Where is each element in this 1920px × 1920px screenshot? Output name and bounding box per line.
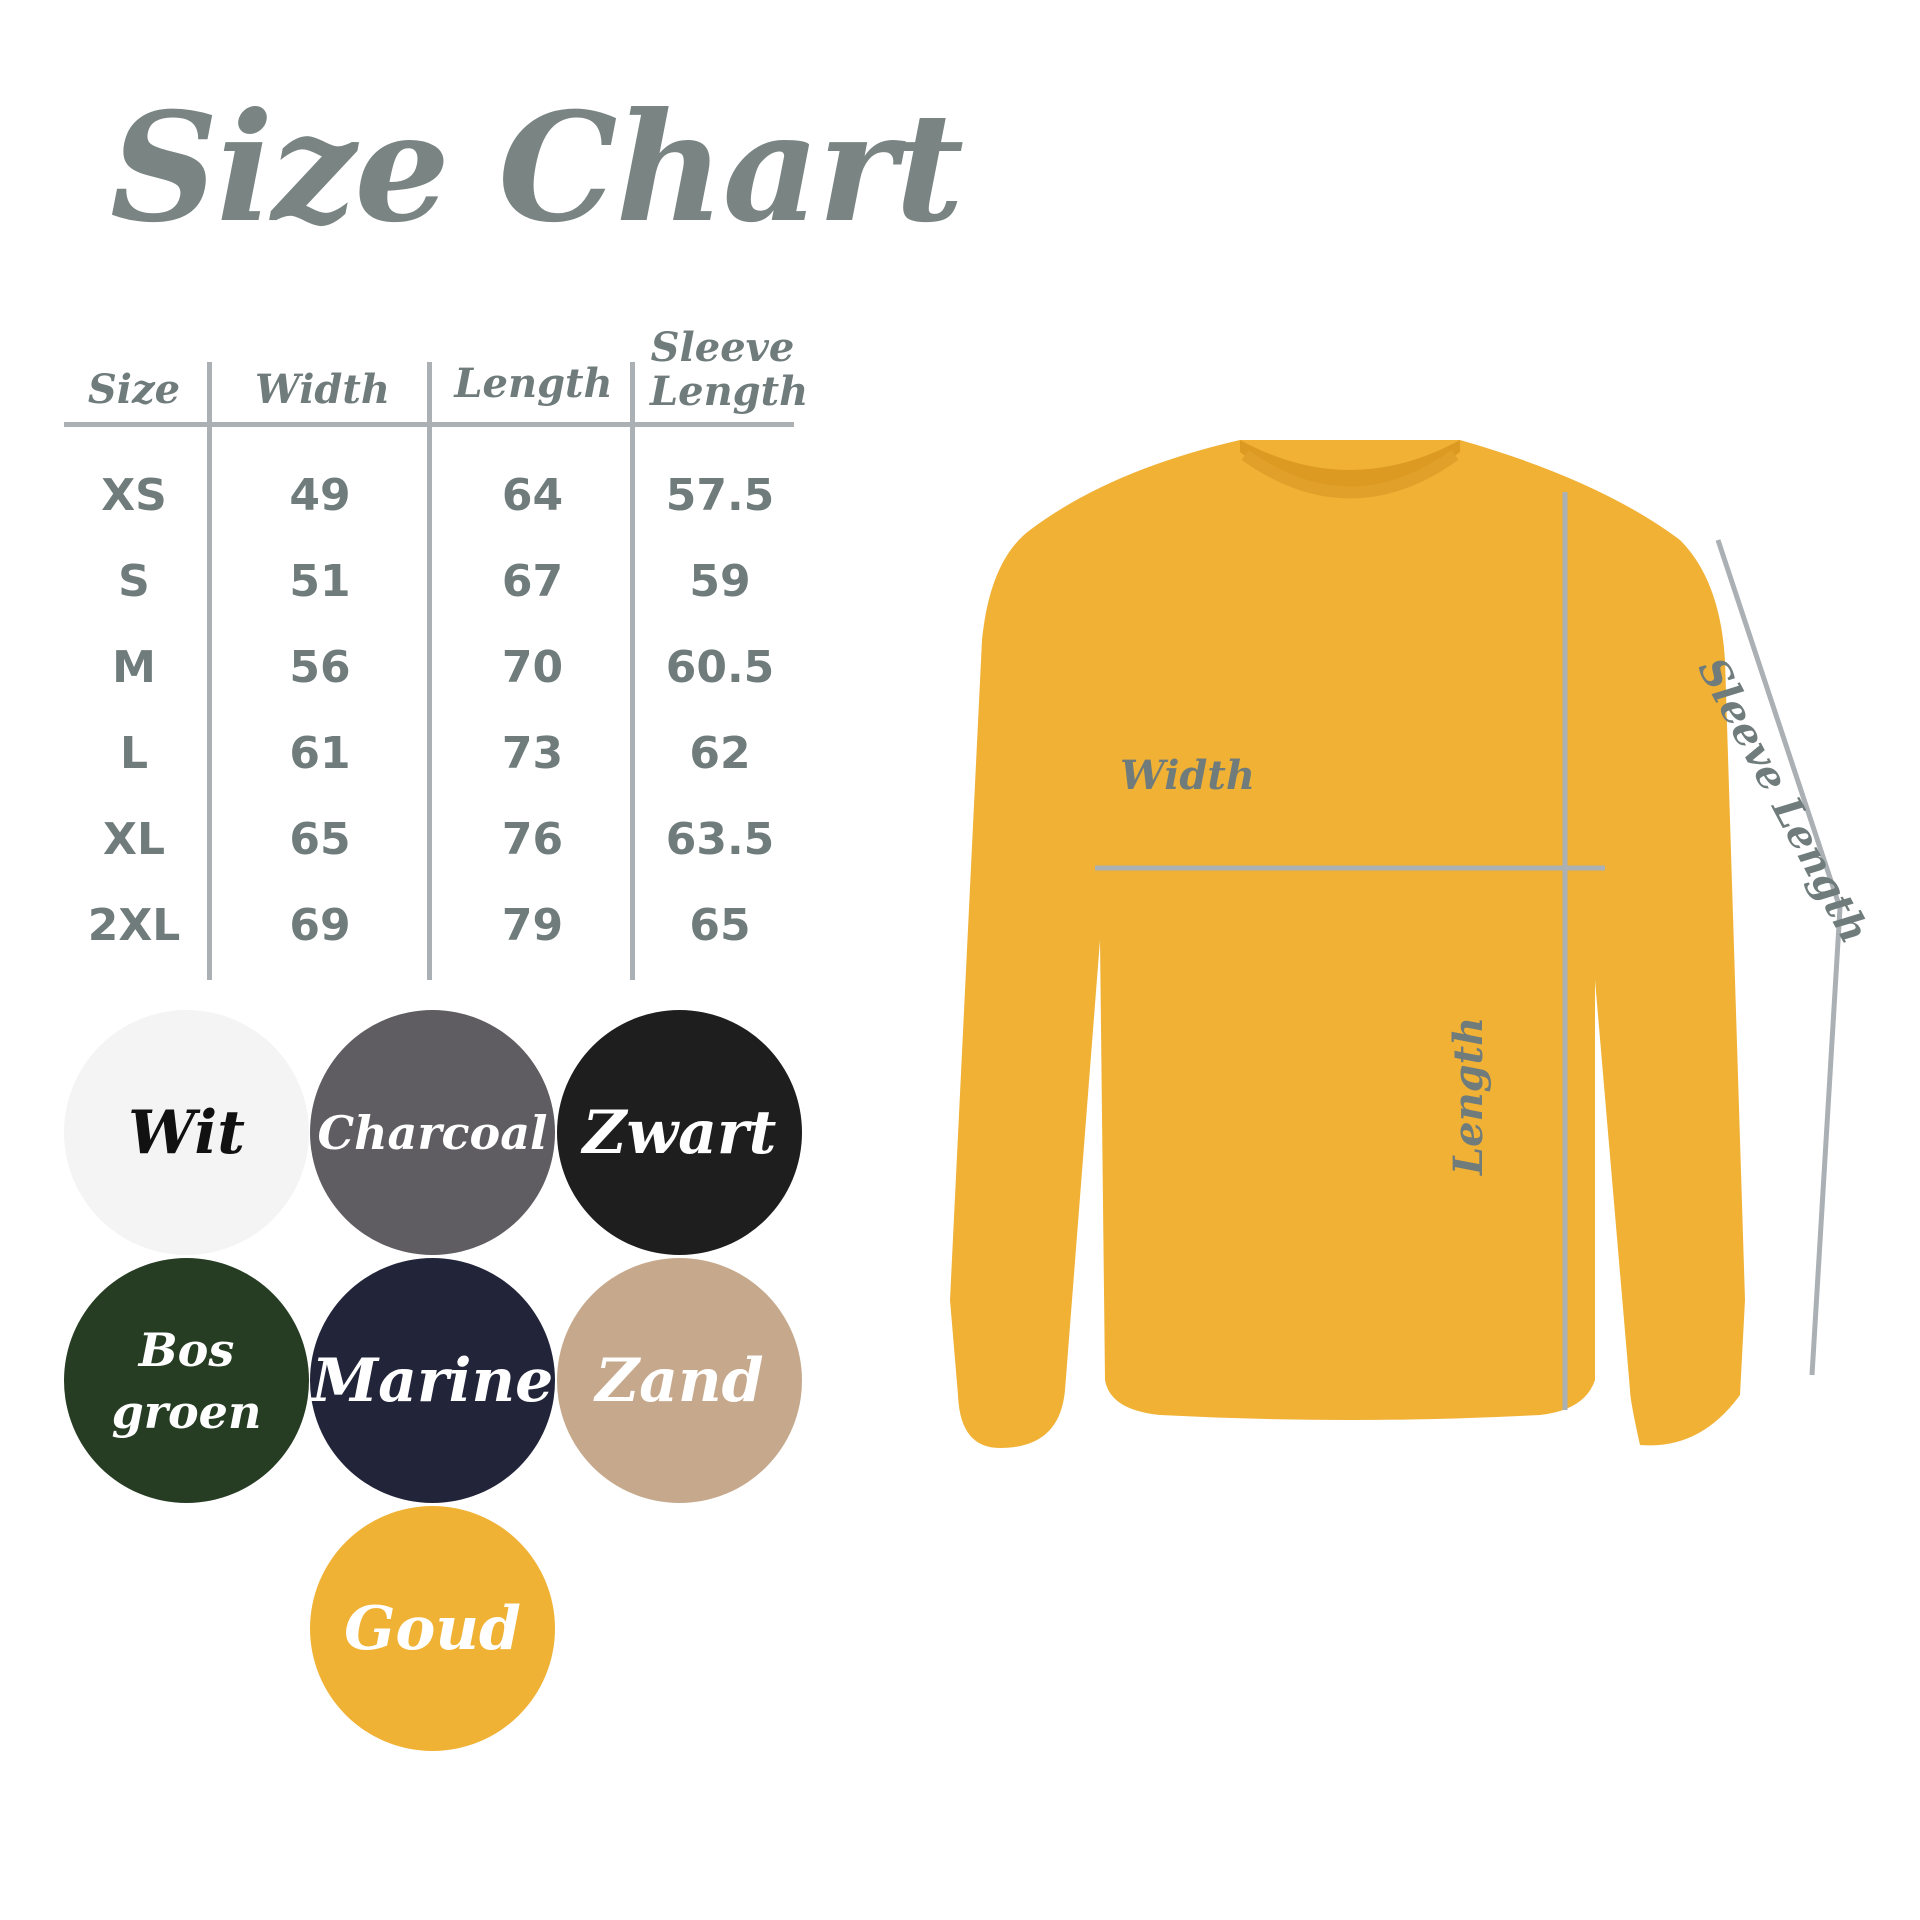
color-swatch-goud[interactable]: Goud bbox=[310, 1506, 555, 1751]
color-swatch-wit[interactable]: Wit bbox=[64, 1010, 309, 1255]
table-cell-sleeve-length: 60.5 bbox=[665, 642, 775, 693]
table-cell-length: 64 bbox=[501, 470, 564, 521]
table-cell-length: 76 bbox=[501, 814, 564, 865]
header-length: Length bbox=[454, 360, 613, 407]
table-cell-length: 79 bbox=[501, 900, 564, 951]
color-swatch-charcoal[interactable]: Charcoal bbox=[310, 1010, 555, 1255]
color-swatch-label: Bos groen bbox=[111, 1322, 262, 1439]
sleeve-measure-line bbox=[1715, 539, 1843, 1376]
color-swatch-label: Charcoal bbox=[317, 1105, 548, 1160]
column-divider bbox=[630, 362, 635, 980]
table-cell-sleeve-length: 63.5 bbox=[665, 814, 775, 865]
table-cell-length: 73 bbox=[501, 728, 564, 779]
column-divider bbox=[427, 362, 432, 980]
color-swatch-label: Marine bbox=[311, 1345, 554, 1416]
page-title: Size Chart bbox=[110, 80, 964, 256]
color-swatch-zwart[interactable]: Zwart bbox=[557, 1010, 802, 1255]
table-cell-width: 61 bbox=[289, 728, 351, 779]
table-cell-size: XL bbox=[103, 814, 165, 865]
table-cell-sleeve-length: 57.5 bbox=[665, 470, 775, 521]
table-cell-width: 51 bbox=[289, 556, 351, 607]
sweater-illustration bbox=[950, 440, 1745, 1448]
table-cell-size: S bbox=[118, 556, 150, 607]
table-cell-length: 67 bbox=[501, 556, 564, 607]
color-swatch-label: Goud bbox=[344, 1593, 521, 1664]
table-cell-width: 65 bbox=[289, 814, 351, 865]
table-cell-length: 70 bbox=[501, 642, 564, 693]
color-swatch-label: Zand bbox=[595, 1345, 764, 1416]
length-label: Length bbox=[1445, 1016, 1492, 1175]
table-cell-width: 69 bbox=[289, 900, 351, 951]
table-cell-sleeve-length: 65 bbox=[689, 900, 751, 951]
header-width: Width bbox=[255, 366, 390, 413]
color-swatch-marine[interactable]: Marine bbox=[310, 1258, 555, 1503]
width-label: Width bbox=[1120, 752, 1255, 799]
color-swatch-zand[interactable]: Zand bbox=[557, 1258, 802, 1503]
color-swatch-label: Wit bbox=[128, 1097, 245, 1168]
color-swatch-label: Zwart bbox=[582, 1097, 777, 1168]
column-divider bbox=[207, 362, 212, 980]
header-size: Size bbox=[87, 366, 181, 413]
table-cell-size: M bbox=[112, 642, 156, 693]
header-sleeve-length: Sleeve Length bbox=[650, 324, 809, 415]
table-cell-size: 2XL bbox=[87, 900, 181, 951]
table-cell-size: XS bbox=[101, 470, 167, 521]
table-cell-width: 56 bbox=[289, 642, 351, 693]
table-cell-sleeve-length: 59 bbox=[689, 556, 751, 607]
table-cell-size: L bbox=[119, 728, 149, 779]
table-cell-width: 49 bbox=[289, 470, 351, 521]
color-swatch-bos-groen[interactable]: Bos groen bbox=[64, 1258, 309, 1503]
table-cell-sleeve-length: 62 bbox=[689, 728, 751, 779]
